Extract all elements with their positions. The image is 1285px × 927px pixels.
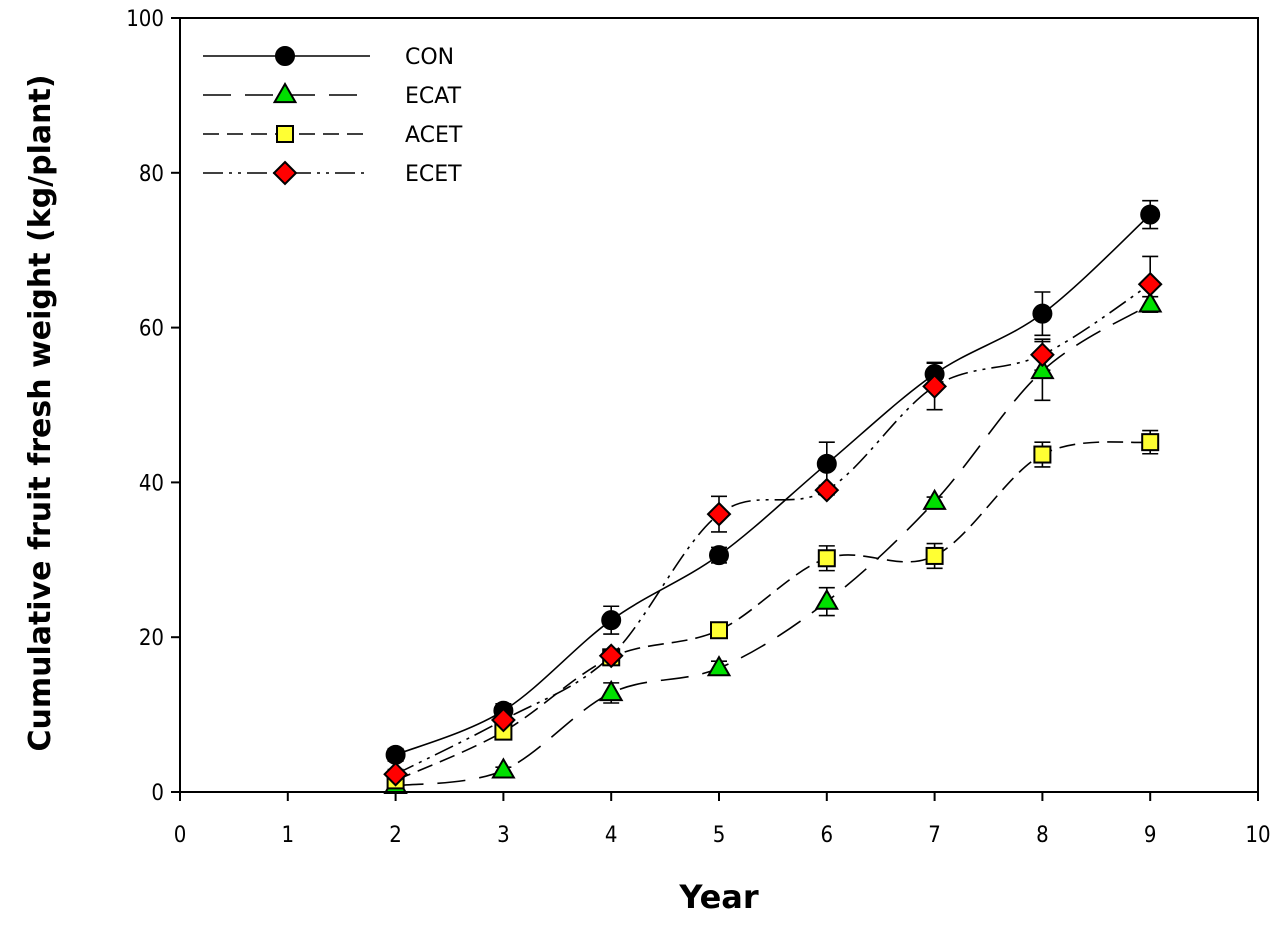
x-axis-ticks: 0 1 2 3 4 5 6 7 8 9 10: [174, 792, 1271, 848]
x-tick-label: 3: [497, 823, 510, 848]
legend-label-ecat: ECAT: [405, 84, 462, 109]
legend-marker-acet: [276, 125, 294, 143]
data-point-con: [385, 744, 406, 765]
x-tick-label: 5: [713, 823, 726, 848]
y-tick-label: 80: [139, 162, 164, 187]
y-tick-label: 40: [139, 471, 164, 496]
data-point-ecet: [383, 761, 409, 787]
legend-item-ecet: ECET: [203, 160, 462, 187]
x-tick-label: 7: [928, 823, 941, 848]
data-point-ecat: [491, 757, 516, 779]
y-tick-label: 20: [139, 626, 164, 651]
data-point-con: [601, 610, 622, 631]
legend-item-con: CON: [203, 45, 454, 70]
legend-item-acet: ACET: [203, 123, 463, 148]
data-point-ecet: [706, 501, 732, 527]
data-point-ecat: [1138, 291, 1163, 313]
data-point-ecet: [814, 477, 840, 503]
data-point-ecet: [1137, 271, 1163, 297]
data-point-ecet: [490, 707, 516, 733]
data-point-ecet: [598, 643, 624, 669]
x-tick-label: 9: [1144, 823, 1157, 848]
legend-label-ecet: ECET: [405, 162, 462, 187]
data-point-con: [1140, 204, 1161, 225]
legend-marker-ecat: [272, 81, 298, 104]
series-lines: [395, 214, 1151, 787]
y-tick-label: 100: [126, 7, 164, 32]
series-line-ecat: [395, 303, 1151, 787]
series-line-acet: [395, 441, 1151, 782]
y-tick-label: 60: [139, 317, 164, 342]
error-bars: [387, 199, 1159, 789]
x-tick-label: 1: [282, 823, 295, 848]
series-line-ecet: [395, 283, 1151, 775]
data-point-acet: [710, 621, 728, 640]
data-point-ecet: [922, 374, 948, 399]
data-point-ecat: [599, 679, 624, 702]
legend-item-ecat: ECAT: [203, 81, 462, 109]
x-axis-title: Year: [678, 878, 759, 916]
x-tick-label: 0: [174, 823, 187, 848]
data-point-acet: [1033, 445, 1052, 464]
y-axis-ticks: 0 20 40 60 80 100: [126, 7, 180, 806]
legend-marker-con: [275, 46, 295, 66]
data-point-con: [816, 453, 837, 474]
data-markers: [383, 204, 1163, 794]
legend-label-con: CON: [405, 45, 454, 70]
x-tick-label: 2: [389, 823, 402, 848]
legend: CON ECAT ACET ECET: [203, 45, 463, 187]
x-tick-label: 8: [1036, 823, 1049, 848]
data-point-acet: [925, 546, 944, 565]
data-point-ecat: [814, 588, 839, 610]
legend-marker-ecet: [272, 160, 298, 186]
data-point-ecet: [1029, 342, 1055, 368]
data-point-ecat: [922, 488, 947, 510]
y-axis-title: Cumulative fruit fresh weight (kg/plant): [23, 74, 58, 751]
x-tick-label: 6: [821, 823, 834, 848]
data-point-ecat: [706, 655, 732, 677]
data-point-con: [709, 545, 729, 566]
data-point-con: [1032, 303, 1053, 324]
legend-label-acet: ACET: [405, 123, 463, 148]
data-point-acet: [1141, 433, 1160, 452]
data-point-ecat: [1030, 357, 1055, 380]
series-line-con: [395, 214, 1151, 756]
y-tick-label: 0: [151, 781, 164, 806]
x-tick-label: 4: [605, 823, 618, 848]
data-point-acet: [817, 549, 836, 568]
x-tick-label: 10: [1245, 823, 1270, 848]
